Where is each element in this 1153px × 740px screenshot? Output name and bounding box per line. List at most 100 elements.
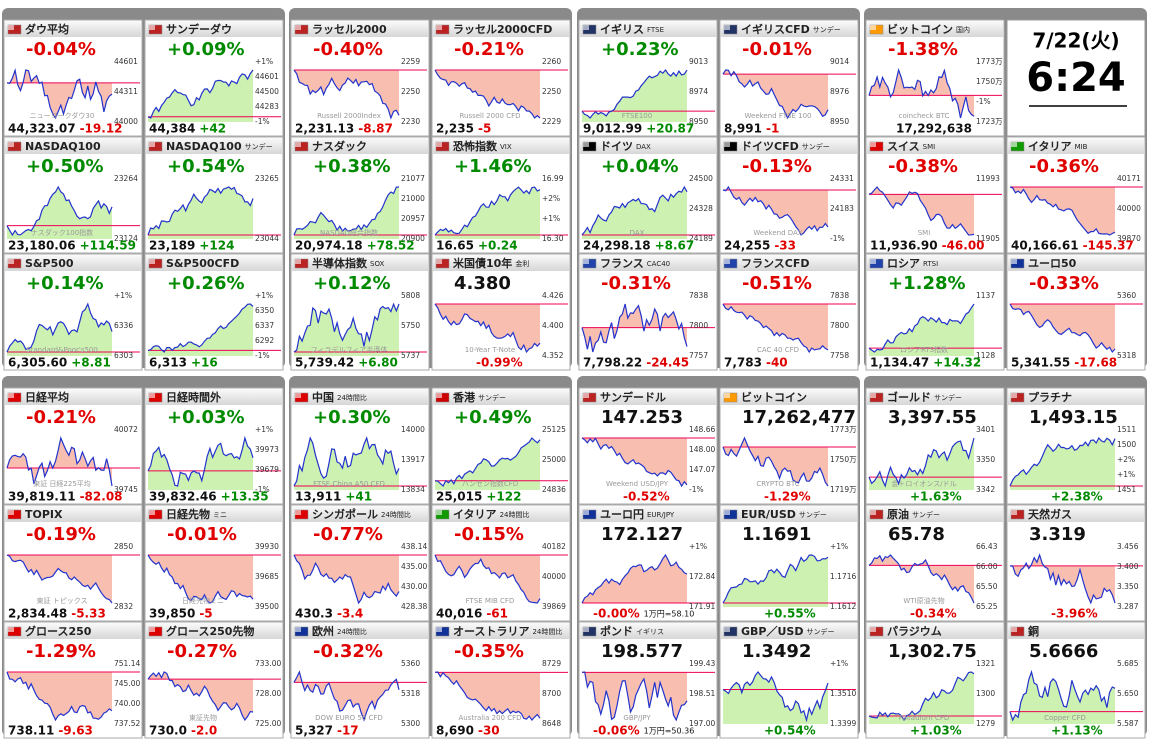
price: 44,384 [149, 122, 195, 136]
change: -40 [766, 356, 788, 370]
watermark: DAX [630, 229, 645, 237]
change-pct: +0.23% [601, 39, 679, 60]
axis-label: -1% [255, 117, 270, 126]
spark-line [722, 554, 829, 604]
flag-inner [724, 259, 730, 264]
tile-sub: CAC40 [647, 260, 670, 268]
change-pct: +0.14% [26, 273, 104, 294]
watermark: ニューヨークダウ30 [30, 111, 95, 120]
axis-label: 1719万 [830, 485, 857, 494]
axis-label: 23044 [255, 234, 279, 243]
spark-area [294, 70, 399, 118]
axis-label: 5300 [401, 719, 420, 728]
axis-label: 24189 [689, 234, 713, 243]
spark-line [293, 69, 400, 120]
flag-inner [583, 25, 589, 30]
price: 16.65 [436, 239, 474, 253]
tile-name: フランス [600, 257, 644, 270]
tile-header [433, 623, 569, 639]
axis-label: 435.00 [401, 562, 427, 571]
axis-label: 725.00 [255, 719, 281, 728]
change-pct: +0.03% [167, 407, 245, 428]
tile-sub: FTSE [647, 26, 664, 34]
flag-inner [724, 510, 730, 515]
axis-label: 4.352 [542, 351, 564, 360]
axis-label: 1500 [1117, 440, 1136, 449]
tile-name: 原油 [887, 507, 909, 521]
spark-area [148, 438, 253, 490]
axis-label: 24836 [542, 485, 566, 494]
spark-line [434, 671, 541, 721]
axis-label: 66.00 [976, 562, 998, 571]
tile-name: S&P500CFD [166, 257, 239, 270]
change: -46.00 [942, 239, 985, 253]
spark-line [434, 554, 541, 604]
tile-header [580, 506, 716, 522]
axis-label: 7838 [689, 291, 708, 300]
flag-inner [295, 510, 301, 515]
change: +114.59 [80, 239, 136, 253]
axis-label: 1279 [976, 719, 995, 728]
axis-label: 24331 [830, 174, 854, 183]
price: 172.127 [601, 524, 683, 545]
tile-sub: サンデー [245, 142, 273, 151]
flag-inner [583, 510, 589, 515]
tile-header [580, 623, 716, 639]
flag-inner [436, 510, 442, 515]
axis-label: 40000 [542, 572, 566, 581]
axis-label: 25125 [542, 425, 566, 434]
tile-name: イタリア [453, 508, 497, 521]
flag-inner [724, 627, 730, 632]
spark-line [581, 69, 688, 119]
axis-label: 25000 [542, 455, 566, 464]
axis-label: 3401 [976, 425, 995, 434]
axis-label: 7800 [830, 321, 849, 330]
watermark: SMI [918, 229, 931, 237]
axis-label: 16.30 [542, 234, 564, 243]
tile-sub: 国内 [956, 25, 970, 34]
axis-label: +1% [689, 542, 707, 551]
watermark: coincheck BTC [899, 112, 950, 120]
tile-name: 日経平均 [25, 390, 69, 404]
axis-label: 8974 [689, 87, 708, 96]
spark-line [147, 186, 254, 236]
axis-label: 6337 [255, 321, 274, 330]
flag-inner [8, 259, 14, 264]
change: -24.45 [646, 356, 689, 370]
change-pct: +0.50% [26, 156, 104, 177]
tile-sub: VIX [500, 143, 512, 151]
flag-inner [436, 393, 442, 398]
axis-label: 5808 [401, 291, 420, 300]
axis-label: 1750万 [976, 77, 1003, 86]
change-pct: +0.09% [167, 39, 245, 60]
axis-label: 1723万 [976, 117, 1003, 126]
tile-sub: イギリス [636, 628, 664, 636]
change: +8.81 [71, 356, 111, 370]
tile-header [292, 21, 428, 37]
change: +6.80 [358, 356, 398, 370]
spark-line [6, 302, 113, 353]
change: +8.67 [655, 239, 695, 253]
tile-header [867, 138, 1003, 154]
axis-label: 1511 [1117, 425, 1136, 434]
watermark: FTSE China A50 CFD [313, 480, 385, 488]
flag-inner [870, 142, 876, 147]
spark-line [581, 185, 688, 236]
axis-label: 7800 [689, 321, 708, 330]
axis-label: 3342 [976, 485, 995, 494]
note: 1万円=50.36 [644, 727, 695, 736]
spark-area [435, 304, 540, 352]
change: +14.32 [933, 356, 981, 370]
tile-header [721, 623, 857, 639]
tile-name: スイス [887, 140, 920, 153]
tile-sub: 24時間比 [337, 393, 367, 402]
change-pct: -0.38% [888, 156, 958, 177]
axis-label: 39869 [542, 602, 566, 611]
price: 11,936.90 [870, 239, 938, 253]
watermark: Standard&Poor's500 [26, 346, 98, 354]
tile-header [146, 21, 282, 37]
tile-header [292, 389, 428, 405]
axis-label: 2259 [401, 57, 420, 66]
tile-header [867, 255, 1003, 271]
change: -9.63 [58, 724, 93, 738]
